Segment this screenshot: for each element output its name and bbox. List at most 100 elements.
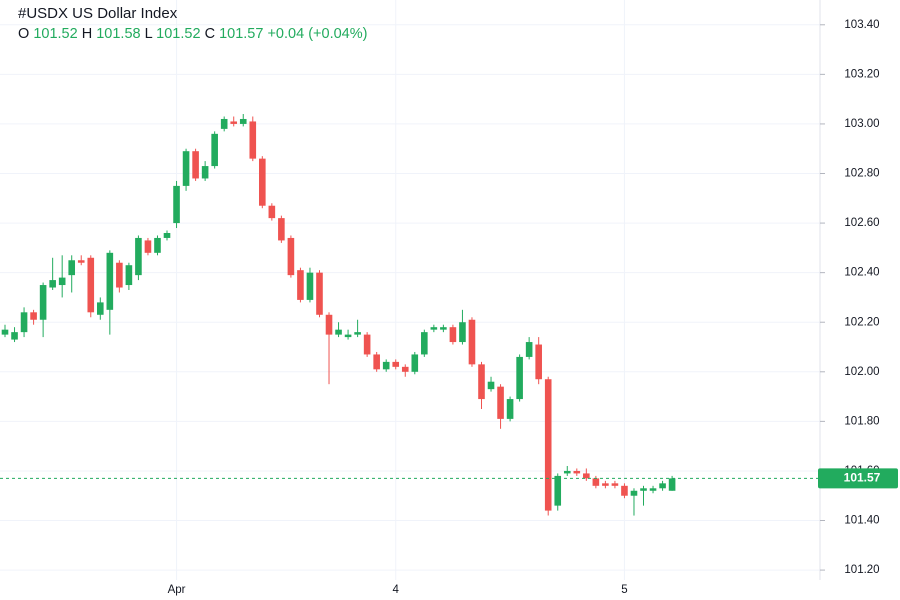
y-tick-label: 102.60 — [844, 217, 879, 229]
candle-body — [592, 478, 600, 486]
y-tick-label: 103.40 — [844, 19, 879, 31]
candle-body — [97, 302, 104, 315]
y-tick-label: 102.40 — [844, 267, 879, 279]
candle-body — [421, 332, 428, 355]
change: +0.04 — [267, 26, 304, 42]
candle-body — [30, 312, 37, 320]
candle-body — [621, 485, 628, 496]
candle-body — [573, 470, 581, 474]
high-key: H — [82, 26, 92, 42]
candle-body — [278, 218, 285, 241]
candle-body — [363, 334, 371, 355]
candle-body — [382, 361, 390, 370]
y-tick-label: 103.00 — [844, 118, 879, 130]
candle-body — [497, 386, 504, 419]
candle-body — [268, 205, 276, 219]
candle-body — [125, 265, 133, 286]
candle-body — [583, 473, 590, 479]
candle-body — [611, 483, 619, 486]
change-pct: (+0.04%) — [308, 26, 367, 42]
candle-body — [173, 185, 180, 224]
candle-body — [154, 237, 161, 253]
candle-body — [649, 488, 657, 491]
candle-body — [39, 285, 47, 320]
candle-layer — [0, 114, 820, 516]
candle-body — [316, 272, 323, 315]
candle-body — [58, 277, 66, 286]
candle-body — [20, 312, 28, 333]
x-tick-label: Apr — [168, 584, 186, 596]
candle-body — [430, 327, 438, 330]
candle-body — [459, 322, 466, 343]
close-value: 101.57 — [219, 26, 263, 42]
candle-body — [659, 483, 666, 489]
candle-body — [163, 232, 171, 238]
candle-body — [344, 334, 352, 338]
candle-body — [182, 151, 190, 186]
last-price-label: 101.57 — [844, 471, 881, 485]
candle-body — [211, 133, 218, 167]
x-tick-label: 5 — [621, 584, 627, 596]
candle-body — [306, 272, 314, 300]
low-value: 101.52 — [156, 26, 200, 42]
candle-body — [602, 483, 609, 486]
y-tick-label: 103.20 — [844, 68, 879, 80]
candle-body — [478, 364, 485, 400]
close-key: C — [205, 26, 215, 42]
candle-body — [516, 356, 523, 400]
y-tick-label: 102.80 — [844, 168, 879, 180]
candle-body — [354, 332, 361, 335]
candle-body — [11, 332, 18, 340]
candle-body — [468, 319, 476, 365]
y-tick-label: 102.00 — [844, 366, 879, 378]
candle-body — [325, 314, 333, 335]
candle-body — [525, 342, 533, 357]
last-price-box — [818, 468, 898, 489]
candle-body — [449, 327, 457, 343]
ohlc-header: O 101.52 H 101.58 L 101.52 C 101.57 +0.0… — [18, 26, 367, 42]
x-tick-label: 4 — [393, 584, 400, 596]
candle-body — [544, 379, 552, 511]
candle-body — [116, 262, 123, 288]
candle-body — [640, 488, 647, 491]
candle-body — [192, 151, 199, 179]
axis-layer: 101.20101.40101.60101.80102.00102.20102.… — [168, 19, 898, 596]
chart-title: #USDX US Dollar Index — [18, 5, 178, 22]
candle-body — [201, 166, 209, 179]
candle-body — [630, 490, 638, 496]
candle-body — [535, 344, 542, 380]
candle-body — [106, 252, 114, 310]
candle-body — [392, 361, 400, 367]
candle-body — [401, 366, 409, 372]
candle-body — [49, 280, 56, 288]
candle-body — [563, 470, 571, 474]
candle-body — [287, 237, 295, 276]
candle-body — [239, 118, 247, 124]
candle-body — [554, 475, 562, 506]
candle-body — [506, 399, 514, 419]
candle-body — [440, 327, 447, 330]
y-tick-label: 101.40 — [844, 515, 879, 527]
candle-body — [487, 381, 495, 390]
candle-body — [135, 237, 142, 276]
low-key: L — [145, 26, 153, 42]
candle-body — [249, 121, 257, 159]
candle-body — [259, 158, 266, 206]
candle-body — [335, 329, 342, 335]
candle-body — [1, 329, 9, 335]
candle-body — [220, 118, 228, 129]
candle-body — [144, 240, 152, 253]
candle-body — [668, 478, 676, 491]
open-key: O — [18, 26, 29, 42]
candle-body — [230, 121, 238, 124]
candle-body — [297, 270, 304, 300]
candle-body — [68, 260, 76, 276]
candle-body — [411, 354, 419, 372]
candle-body — [87, 257, 95, 313]
y-tick-label: 101.80 — [844, 415, 879, 427]
y-tick-label: 101.20 — [844, 564, 879, 576]
grid-layer — [0, 0, 820, 580]
open-value: 101.52 — [33, 26, 77, 42]
